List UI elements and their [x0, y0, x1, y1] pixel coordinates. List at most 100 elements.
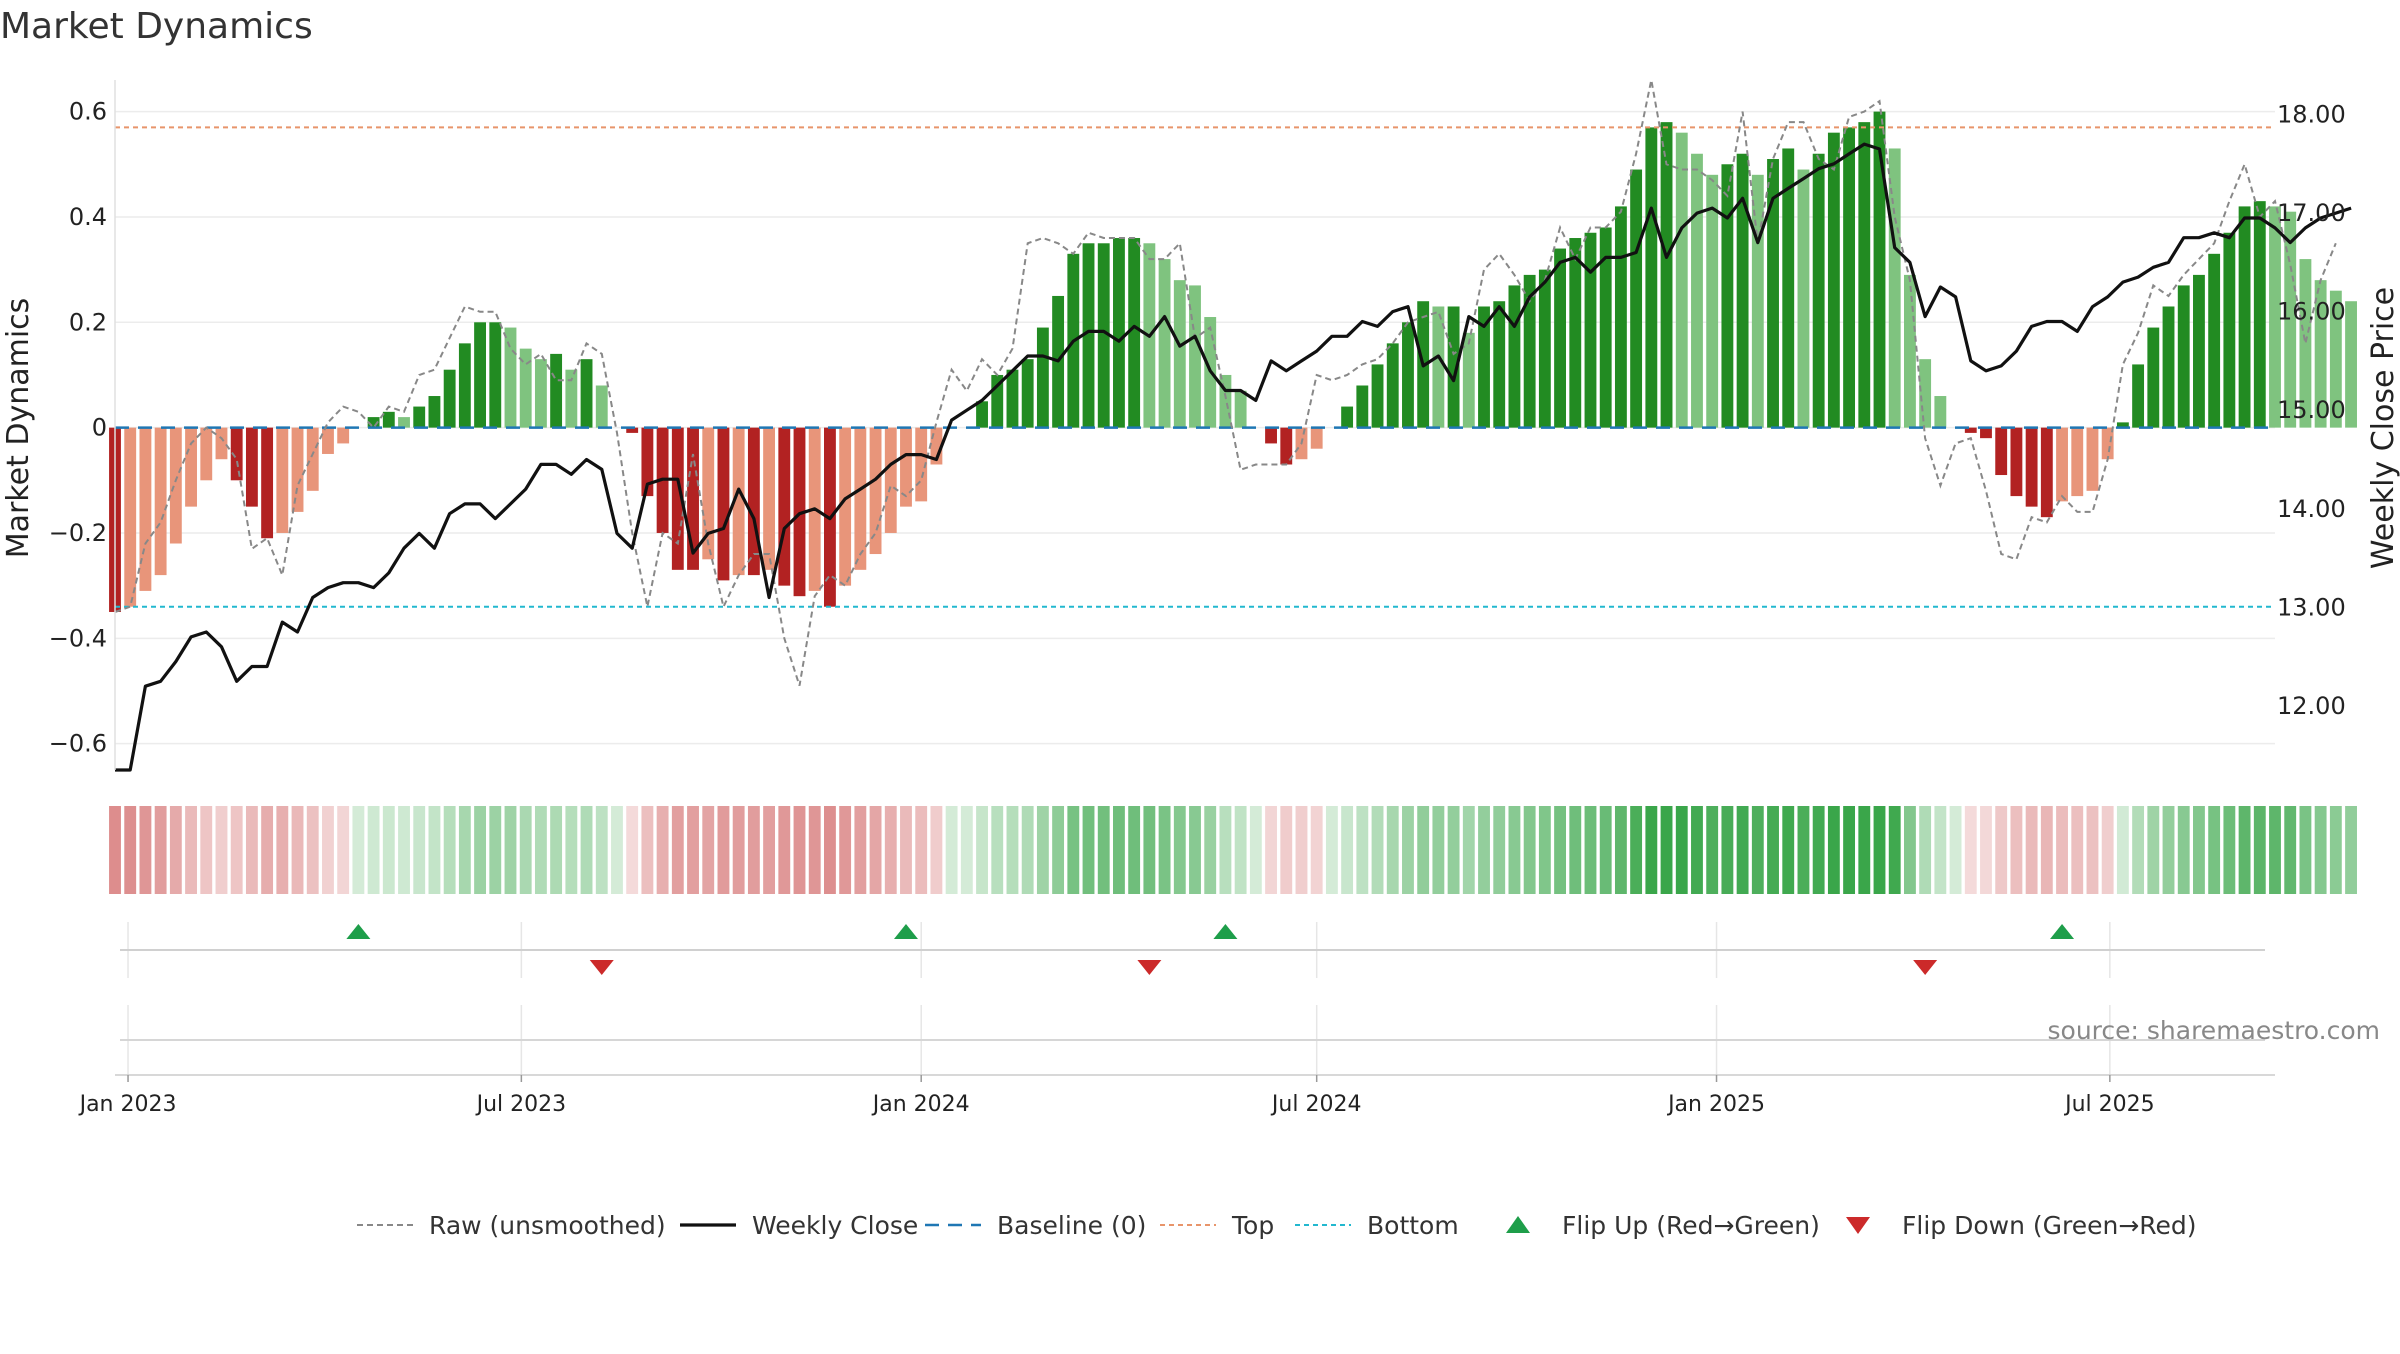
heat-cell — [382, 806, 395, 894]
bar — [1523, 274, 1536, 428]
bar — [1858, 122, 1871, 428]
heat-cell — [215, 806, 228, 894]
heat-cell — [1356, 806, 1369, 894]
bar — [1721, 164, 1734, 428]
bar — [1189, 285, 1201, 428]
bar — [1265, 427, 1277, 444]
heat-cell — [687, 806, 699, 894]
x-tick-label: Jan 2025 — [1666, 1092, 1765, 1117]
heat-cell — [793, 806, 806, 894]
bar — [169, 427, 182, 544]
bar — [763, 427, 776, 570]
heat-cell — [1721, 806, 1734, 894]
bar — [930, 427, 943, 465]
heat-cell — [200, 806, 213, 894]
bar — [1995, 427, 2008, 476]
heat-cell — [1523, 806, 1536, 894]
bar — [1219, 374, 1232, 428]
heat-cell — [1478, 806, 1490, 894]
flip-up-marker — [893, 924, 918, 939]
heat-cell — [2101, 806, 2114, 894]
chart-title: Market Dynamics — [0, 6, 313, 47]
heat-cell — [1614, 806, 1627, 894]
heat-cell — [1021, 806, 1034, 894]
heat-cell — [976, 806, 988, 894]
bar — [1675, 132, 1688, 428]
y-axes: 0.6 0.4 0.2 0 −0.2 −0.4 −0.6 18.00 17.00 16.00 15.… — [49, 80, 2346, 770]
heat-cell — [2116, 806, 2129, 894]
heat-cell — [778, 806, 791, 894]
bar — [2116, 422, 2129, 428]
heat-cell — [595, 806, 608, 894]
heat-cell — [398, 806, 410, 894]
left-tick-label: −0.4 — [49, 624, 107, 652]
bar — [1462, 332, 1475, 428]
legend-label: Weekly Close — [752, 1211, 918, 1240]
heat-cell — [1888, 806, 1901, 894]
gridlines — [115, 110, 2275, 1075]
bar — [2177, 285, 2190, 428]
bar — [595, 385, 608, 428]
bar — [1341, 406, 1354, 428]
heat-cell — [139, 806, 152, 894]
bar — [2269, 206, 2281, 428]
heat-cell — [124, 806, 137, 894]
legend-item-baseline: Baseline (0) — [925, 1211, 1146, 1240]
heat-cell — [458, 806, 471, 894]
heat-cell — [1782, 806, 1795, 894]
heat-cell — [1767, 806, 1779, 894]
bar — [261, 427, 274, 539]
bar — [1706, 174, 1719, 428]
bar — [2208, 253, 2221, 428]
bar — [1767, 159, 1779, 428]
bar — [839, 427, 852, 586]
y-axis-label-right: Weekly Close Price — [2366, 287, 2400, 569]
bar — [1508, 285, 1521, 428]
heat-cell — [2147, 806, 2160, 894]
bar — [915, 427, 928, 502]
bar — [2086, 427, 2099, 491]
heat-cell — [671, 806, 684, 894]
legend: Raw (unsmoothed) Weekly Close Baseline (0)… — [357, 1211, 2197, 1240]
flip-up-marker — [346, 924, 371, 939]
bar — [382, 411, 395, 428]
heat-cell — [291, 806, 304, 894]
heat-cell — [641, 806, 654, 894]
heat-cell — [930, 806, 943, 894]
bar — [1173, 280, 1186, 428]
close-line — [115, 142, 2352, 772]
heat-cell — [1858, 806, 1871, 894]
bar — [1097, 243, 1110, 428]
heat-cell — [1691, 806, 1703, 894]
bar — [1751, 174, 1764, 428]
heat-cell — [154, 806, 167, 894]
heat-strip — [109, 806, 2357, 894]
bar — [230, 427, 243, 481]
bar — [732, 427, 745, 576]
bar — [1812, 153, 1825, 428]
heat-cell — [2040, 806, 2053, 894]
heat-cell — [185, 806, 197, 894]
flip-up-marker — [1213, 924, 1238, 939]
heat-cell — [991, 806, 1004, 894]
bar — [1036, 327, 1049, 428]
heat-cell — [732, 806, 745, 894]
heat-cell — [245, 806, 258, 894]
heat-cell — [2071, 806, 2084, 894]
left-tick-label: 0.4 — [69, 203, 107, 231]
x-tick-label: Jan 2023 — [78, 1092, 177, 1117]
heat-cell — [1569, 806, 1582, 894]
heat-cell — [519, 806, 532, 894]
bar — [641, 427, 654, 497]
bar — [1645, 127, 1658, 428]
heat-cell — [261, 806, 274, 894]
heat-cell — [1630, 806, 1643, 894]
heat-cell — [2299, 806, 2312, 894]
heat-cell — [2162, 806, 2175, 894]
bar — [1919, 359, 1932, 428]
heat-cell — [580, 806, 593, 894]
bar — [2147, 327, 2160, 428]
x-tick-label: Jul 2024 — [1270, 1092, 1362, 1117]
heat-cell — [2345, 806, 2357, 894]
flip-down-marker — [1137, 960, 1162, 975]
